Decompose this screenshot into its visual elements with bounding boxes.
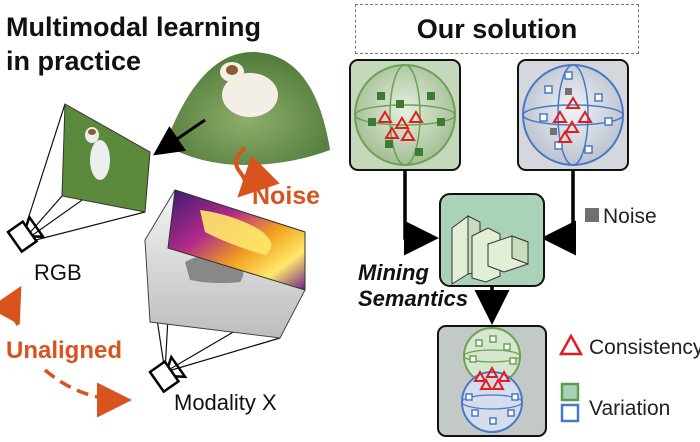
- legend-consistency-label: Consistency: [589, 336, 700, 359]
- noise-curve-arrow: [234, 146, 280, 198]
- modality-label: Modality X: [174, 390, 277, 415]
- arrow-right-to-mining: [541, 170, 576, 256]
- arrow-left-to-mining: [403, 170, 439, 256]
- unaligned-arrow-up: [0, 285, 22, 326]
- left-title: Multimodal learning in practice: [6, 12, 262, 76]
- grass-dome-image: [165, 51, 330, 165]
- thermal-image: [167, 189, 306, 291]
- rgb-semantic-sphere: [349, 59, 461, 171]
- camera-icon: [6, 214, 46, 254]
- camera-icon: [148, 354, 188, 394]
- right-title-box: Our solution: [355, 4, 639, 54]
- rgb-label: RGB: [34, 260, 82, 285]
- noise-square-icon: [585, 208, 599, 222]
- unaligned-label: Unaligned: [6, 337, 123, 364]
- rgb-image: [61, 103, 151, 213]
- aligned-semantic-space: [437, 325, 547, 437]
- legend-noise-label: Noise: [603, 205, 657, 228]
- mining-label: Mining Semantics: [358, 260, 469, 311]
- cube-icon: [439, 193, 545, 287]
- noise-arrow: [153, 118, 206, 156]
- unaligned-arrow-down: [43, 368, 132, 418]
- square-icon: [560, 382, 580, 402]
- noise-label: Noise: [252, 182, 321, 210]
- right-title: Our solution: [416, 13, 578, 44]
- triangle-icon: [558, 333, 584, 356]
- modality-semantic-sphere: [517, 59, 629, 171]
- square-icon: [560, 403, 580, 423]
- legend-variation-label: Variation: [589, 397, 671, 420]
